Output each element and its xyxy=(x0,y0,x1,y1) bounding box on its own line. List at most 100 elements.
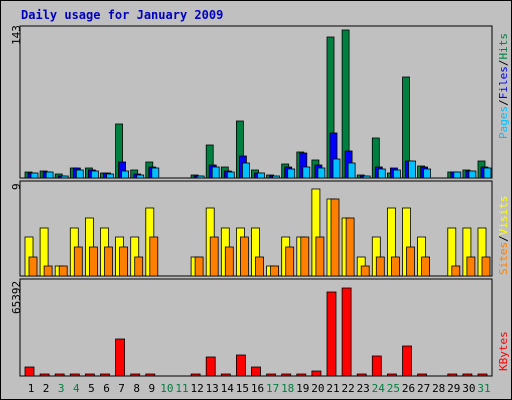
bar-pages-day-21 xyxy=(332,158,341,179)
bar-kbytes-day-16 xyxy=(251,366,261,377)
hits-panel-frame xyxy=(19,25,493,179)
bar-pages-day-30 xyxy=(468,170,477,179)
bar-pages-day-23 xyxy=(362,175,371,179)
x-tick-label-day-28: 28 xyxy=(432,382,445,395)
x-tick-label-day-13: 13 xyxy=(206,382,219,395)
bar-pages-day-22 xyxy=(347,162,356,179)
bar-kbytes-day-26 xyxy=(402,345,412,377)
bar-sites-day-14 xyxy=(224,246,234,277)
bar-pages-day-25 xyxy=(392,169,401,179)
bar-sites-day-22 xyxy=(345,217,355,277)
bar-pages-day-1 xyxy=(30,172,39,179)
x-tick-label-day-2: 2 xyxy=(43,382,50,395)
bar-pages-day-14 xyxy=(226,171,235,179)
bar-sites-day-24 xyxy=(375,256,385,277)
bar-sites-day-19 xyxy=(300,236,310,277)
x-tick-label-day-27: 27 xyxy=(417,382,430,395)
bar-kbytes-day-31 xyxy=(477,373,488,377)
bar-sites-day-6 xyxy=(104,246,113,277)
bar-sites-day-8 xyxy=(134,256,144,277)
bar-sites-day-30 xyxy=(466,256,476,277)
kbytes-panel-frame xyxy=(19,278,493,377)
bar-kbytes-day-5 xyxy=(85,373,95,377)
bar-pages-day-7 xyxy=(121,170,129,179)
bar-kbytes-day-21 xyxy=(326,291,337,377)
x-tick-label-day-7: 7 xyxy=(118,382,125,395)
bar-sites-day-9 xyxy=(149,236,159,277)
x-tick-label-day-22: 22 xyxy=(341,382,354,395)
x-tick-label-day-23: 23 xyxy=(357,382,370,395)
x-tick-label-day-12: 12 xyxy=(190,382,203,395)
bar-kbytes-day-24 xyxy=(371,355,382,377)
x-tick-label-day-24: 24 xyxy=(372,382,386,395)
bar-pages-day-4 xyxy=(75,169,84,179)
bar-sites-day-1 xyxy=(28,256,38,277)
bar-pages-day-19 xyxy=(302,166,311,179)
bar-pages-day-5 xyxy=(91,170,99,179)
bar-pages-day-31 xyxy=(483,167,492,179)
bar-kbytes-day-3 xyxy=(54,373,65,377)
bar-kbytes-day-29 xyxy=(447,373,458,377)
bar-pages-day-24 xyxy=(377,168,386,179)
x-tick-label-day-16: 16 xyxy=(251,382,264,395)
bar-sites-day-20 xyxy=(315,236,325,277)
bar-kbytes-day-17 xyxy=(266,373,277,377)
bar-kbytes-day-15 xyxy=(235,354,246,377)
bar-sites-day-31 xyxy=(481,256,491,277)
x-tick-label-day-6: 6 xyxy=(103,382,110,395)
bar-sites-day-15 xyxy=(239,236,249,277)
bar-kbytes-day-20 xyxy=(311,370,322,377)
bar-pages-day-8 xyxy=(136,174,145,179)
x-tick-label-day-4: 4 xyxy=(73,382,80,395)
bar-sites-day-12 xyxy=(194,256,204,277)
x-tick-label-day-19: 19 xyxy=(296,382,309,395)
bar-sites-day-21 xyxy=(330,198,340,277)
x-tick-label-day-29: 29 xyxy=(447,382,460,395)
bar-sites-day-26 xyxy=(406,246,415,277)
bar-kbytes-day-27 xyxy=(417,373,428,377)
x-tick-label-day-25: 25 xyxy=(387,382,400,395)
bar-sites-day-17 xyxy=(270,265,280,277)
bar-pages-day-9 xyxy=(151,167,160,179)
bar-pages-day-13 xyxy=(211,166,220,179)
bar-sites-day-3 xyxy=(58,265,68,277)
bar-pages-day-16 xyxy=(257,172,265,179)
bar-kbytes-day-23 xyxy=(356,373,367,377)
bar-sites-day-27 xyxy=(421,256,431,277)
bar-sites-day-2 xyxy=(43,265,53,277)
bar-pages-day-18 xyxy=(287,168,296,179)
bar-sites-day-18 xyxy=(285,246,295,277)
bar-kbytes-day-6 xyxy=(100,373,110,377)
bar-sites-day-5 xyxy=(89,246,98,277)
bar-sites-day-23 xyxy=(360,265,370,277)
bar-kbytes-day-4 xyxy=(69,373,80,377)
bar-sites-day-16 xyxy=(255,256,264,277)
x-tick-label-day-20: 20 xyxy=(311,382,324,395)
x-tick-label-day-9: 9 xyxy=(148,382,155,395)
bar-pages-day-26 xyxy=(408,160,416,179)
bar-pages-day-2 xyxy=(45,171,54,179)
bar-kbytes-day-22 xyxy=(341,287,352,377)
bar-pages-day-29 xyxy=(453,171,462,179)
x-tick-label-day-18: 18 xyxy=(281,382,294,395)
bar-kbytes-day-18 xyxy=(281,373,292,377)
chart-title: Daily usage for January 2009 xyxy=(21,8,224,22)
bar-kbytes-day-8 xyxy=(130,373,141,377)
x-tick-label-day-21: 21 xyxy=(326,382,339,395)
x-tick-label-day-26: 26 xyxy=(402,382,415,395)
x-tick-label-day-15: 15 xyxy=(236,382,249,395)
bar-kbytes-day-13 xyxy=(205,356,216,377)
x-tick-label-day-31: 31 xyxy=(477,382,490,395)
bar-sites-day-29 xyxy=(451,265,461,277)
bar-kbytes-day-7 xyxy=(115,338,125,377)
bar-pages-day-15 xyxy=(241,162,250,179)
bar-pages-day-20 xyxy=(317,167,326,179)
bar-kbytes-day-12 xyxy=(190,373,201,377)
bar-kbytes-day-9 xyxy=(145,373,156,377)
bar-kbytes-day-1 xyxy=(24,366,35,377)
bar-pages-day-12 xyxy=(196,175,205,179)
bar-kbytes-day-14 xyxy=(220,373,231,377)
bar-pages-day-27 xyxy=(423,168,432,179)
x-tick-label-day-11: 11 xyxy=(175,382,188,395)
